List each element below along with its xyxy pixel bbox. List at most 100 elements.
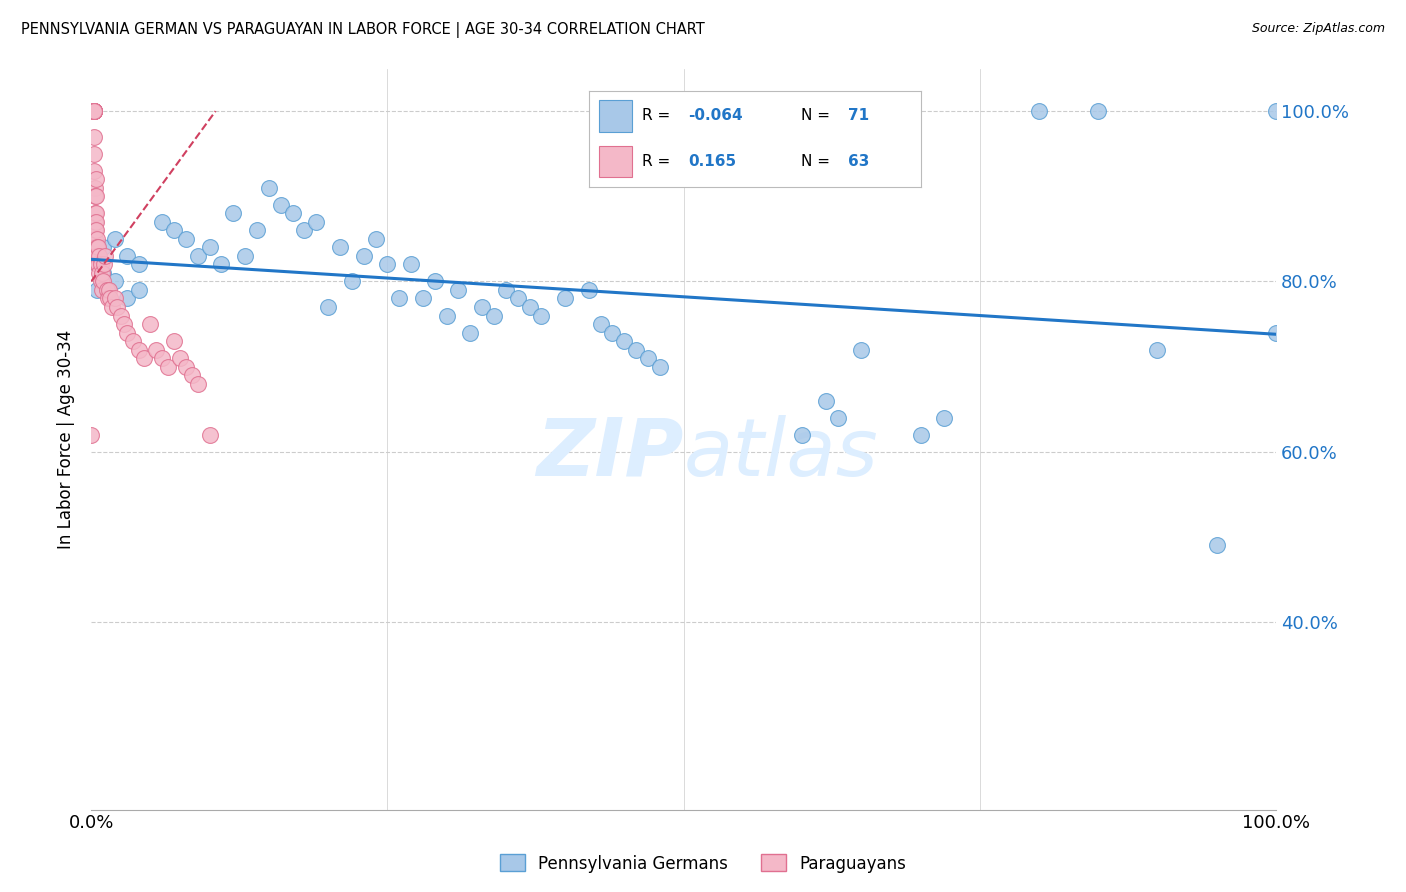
Point	[246, 223, 269, 237]
Point	[96, 283, 118, 297]
Point	[90, 283, 112, 297]
Point	[150, 215, 173, 229]
Point	[83, 104, 105, 119]
Point	[340, 275, 363, 289]
Y-axis label: In Labor Force | Age 30-34: In Labor Force | Age 30-34	[58, 329, 75, 549]
Point	[83, 104, 105, 119]
Point	[624, 343, 647, 357]
Text: atlas: atlas	[683, 415, 879, 493]
Point	[790, 427, 813, 442]
Point	[145, 343, 167, 357]
Point	[174, 359, 197, 374]
Point	[83, 215, 105, 229]
Point	[1146, 343, 1168, 357]
Point	[115, 249, 138, 263]
Point	[89, 266, 111, 280]
Point	[423, 275, 446, 289]
Point	[233, 249, 256, 263]
Point	[104, 292, 127, 306]
Point	[506, 292, 529, 306]
Point	[910, 427, 932, 442]
Point	[637, 351, 659, 365]
Point	[128, 283, 150, 297]
Legend: Pennsylvania Germans, Paraguayans: Pennsylvania Germans, Paraguayans	[494, 847, 912, 880]
Point	[851, 343, 873, 357]
Point	[84, 206, 107, 220]
Point	[83, 232, 105, 246]
Point	[150, 351, 173, 365]
Point	[121, 334, 143, 348]
Point	[519, 300, 541, 314]
Point	[90, 275, 112, 289]
Point	[305, 215, 328, 229]
Point	[198, 240, 221, 254]
Point	[364, 232, 387, 246]
Point	[157, 359, 180, 374]
Point	[83, 104, 105, 119]
Point	[163, 223, 186, 237]
Point	[1087, 104, 1109, 119]
Point	[281, 206, 304, 220]
Point	[1205, 539, 1227, 553]
Point	[180, 368, 202, 383]
Point	[83, 189, 105, 203]
Point	[458, 326, 481, 340]
Point	[86, 257, 108, 271]
Point	[270, 198, 292, 212]
Point	[134, 351, 156, 365]
Point	[104, 275, 127, 289]
Point	[110, 309, 132, 323]
Point	[257, 180, 280, 194]
Point	[329, 240, 352, 254]
Point	[377, 257, 399, 271]
Point	[495, 283, 517, 297]
Point	[685, 104, 707, 119]
Point	[696, 104, 718, 119]
Point	[83, 104, 105, 119]
Point	[814, 393, 837, 408]
Point	[91, 275, 114, 289]
Point	[83, 146, 105, 161]
Point	[744, 104, 766, 119]
Point	[482, 309, 505, 323]
Point	[105, 300, 128, 314]
Point	[84, 223, 107, 237]
Point	[187, 249, 209, 263]
Point	[768, 104, 790, 119]
Point	[83, 104, 105, 119]
Point	[83, 249, 105, 263]
Point	[80, 427, 103, 442]
Point	[90, 266, 112, 280]
Point	[86, 249, 108, 263]
Point	[412, 292, 434, 306]
Point	[554, 292, 576, 306]
Point	[87, 257, 110, 271]
Point	[720, 104, 742, 119]
Text: Source: ZipAtlas.com: Source: ZipAtlas.com	[1251, 22, 1385, 36]
Point	[447, 283, 470, 297]
Point	[163, 334, 186, 348]
Point	[827, 410, 849, 425]
Point	[169, 351, 191, 365]
Point	[98, 292, 121, 306]
Point	[97, 292, 120, 306]
Point	[187, 376, 209, 391]
Point	[1265, 104, 1288, 119]
Point	[388, 292, 411, 306]
Point	[128, 257, 150, 271]
Point	[84, 172, 107, 186]
Point	[91, 266, 114, 280]
Point	[83, 104, 105, 119]
Point	[94, 249, 117, 263]
Point	[84, 215, 107, 229]
Point	[211, 257, 233, 271]
Point	[93, 257, 115, 271]
Text: PENNSYLVANIA GERMAN VS PARAGUAYAN IN LABOR FORCE | AGE 30-34 CORRELATION CHART: PENNSYLVANIA GERMAN VS PARAGUAYAN IN LAB…	[21, 22, 704, 38]
Point	[83, 180, 105, 194]
Point	[97, 283, 120, 297]
Point	[86, 232, 108, 246]
Point	[648, 359, 671, 374]
Point	[115, 292, 138, 306]
Point	[89, 249, 111, 263]
Point	[934, 410, 956, 425]
